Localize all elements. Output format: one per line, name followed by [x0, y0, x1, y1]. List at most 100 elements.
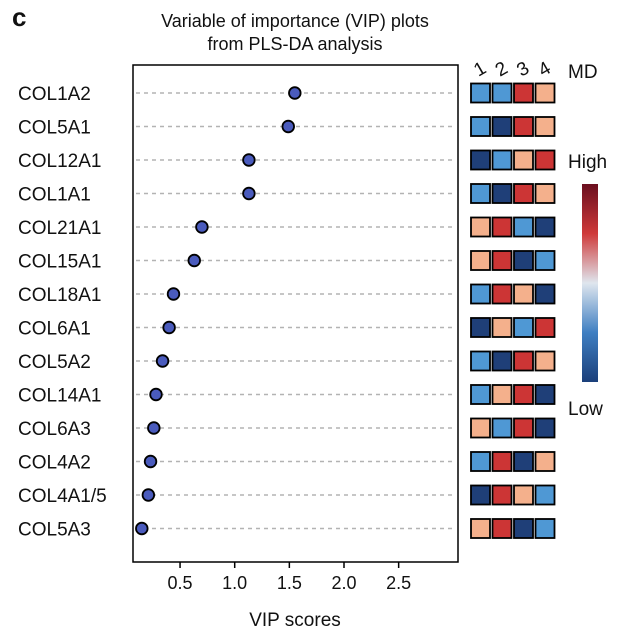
plot-frame [132, 64, 459, 563]
data-points [135, 86, 302, 536]
y-tick-label: COL4A1/5 [18, 486, 107, 507]
heatmap-cell [534, 518, 556, 539]
heatmap-cell [534, 183, 556, 204]
heatmap-cell [491, 283, 513, 305]
x-tick-label: 2.5 [386, 573, 411, 593]
heatmap-cell [470, 183, 491, 204]
data-point [143, 454, 158, 469]
data-point [242, 186, 256, 201]
heatmap-cell [534, 149, 556, 171]
heatmap-cell [513, 484, 534, 506]
colorbar-low-label: Low [568, 399, 603, 420]
heatmap-cell [491, 216, 513, 238]
x-axis: 0.5 1.0 1.5 2.0 2.5 [168, 562, 411, 593]
heatmap-cell [491, 518, 513, 539]
heatmap-cell [513, 451, 534, 472]
heatmap-cell [491, 116, 513, 137]
heatmap-cell [491, 82, 513, 104]
y-tick-label: COL15A1 [18, 252, 101, 273]
heatmap-cell [534, 116, 556, 137]
heatmap-cell [491, 417, 513, 439]
heatmap-cell [491, 250, 513, 271]
heatmap-cell [513, 250, 534, 271]
y-tick-label: COL5A3 [18, 520, 91, 541]
heatmap-cell [470, 116, 491, 137]
heatmap-cell [470, 484, 491, 506]
heatmap-cell [513, 384, 534, 405]
heatmap-cell [470, 283, 491, 305]
heatmap-cell [491, 384, 513, 405]
heatmap-cell [513, 417, 534, 439]
data-point [166, 287, 181, 301]
heatmap-column-label: 4 [535, 58, 555, 82]
heatmap-column-title: MD [568, 62, 598, 83]
heatmap-cell [513, 149, 534, 171]
heatmap-cell [470, 451, 491, 472]
data-point [195, 220, 209, 234]
y-tick-label: COL14A1 [18, 386, 101, 407]
chart-title: Variable of importance (VIP) plots [161, 11, 429, 31]
heatmap-cell [534, 350, 556, 372]
panel-label: c [12, 2, 26, 32]
heatmap-column-label: 3 [513, 58, 533, 81]
heatmap-cell [491, 350, 513, 372]
y-tick-label: COL1A2 [18, 84, 91, 105]
heatmap-cell [470, 149, 491, 171]
heatmap-cell [513, 350, 534, 372]
heatmap-column-label: 1 [470, 58, 490, 81]
heatmap-cell [534, 384, 556, 405]
heatmap-cell [491, 183, 513, 204]
heatmap-cell [470, 250, 491, 271]
heatmap-cell [491, 484, 513, 506]
x-tick-label: 2.0 [331, 573, 356, 593]
heatmap-cell [470, 82, 491, 104]
heatmap-cell [513, 116, 534, 137]
heatmap-cell [513, 82, 534, 104]
heatmap-cell [491, 149, 513, 171]
heatmap-cell [470, 317, 491, 338]
chart-subtitle: from PLS-DA analysis [207, 34, 382, 54]
y-tick-label: COL1A1 [18, 185, 91, 206]
heatmap-cell [491, 451, 513, 472]
y-tick-labels: COL1A2 COL5A1 COL12A1 COL1A1 COL21A1 COL15A1 C… [18, 84, 107, 541]
grid-lines [136, 92, 455, 530]
heatmap-cell [534, 216, 556, 238]
heatmap-cell [534, 283, 556, 305]
heatmap-cell [534, 82, 556, 104]
colorbar-high-label: High [568, 152, 607, 173]
data-point [162, 320, 176, 335]
data-point [281, 119, 295, 134]
heatmap-cell [534, 417, 556, 439]
x-tick-label: 1.5 [277, 573, 302, 593]
data-point [288, 86, 302, 100]
heatmap-column-label: 2 [492, 58, 512, 81]
heatmap-cell [513, 183, 534, 204]
heatmap-cell [534, 451, 556, 472]
data-point [155, 354, 170, 368]
data-point [135, 521, 149, 536]
data-point [242, 153, 256, 167]
y-tick-label: COL4A2 [18, 453, 91, 474]
heatmap-cell [470, 518, 491, 539]
heatmap-cell [470, 384, 491, 405]
heatmap-cell [534, 250, 556, 271]
colorbar [582, 184, 598, 382]
y-tick-label: COL5A1 [18, 118, 91, 139]
md-heatmap [470, 82, 556, 539]
y-tick-label: COL6A1 [18, 319, 91, 340]
y-tick-label: COL18A1 [18, 285, 101, 306]
y-tick-label: COL5A2 [18, 352, 91, 373]
data-point [149, 387, 163, 402]
x-axis-label: VIP scores [249, 610, 341, 631]
y-tick-label: COL21A1 [18, 218, 101, 239]
heatmap-cell [470, 216, 491, 238]
y-tick-label: COL6A3 [18, 419, 91, 440]
x-tick-label: 0.5 [168, 573, 193, 593]
heatmap-cell [513, 518, 534, 539]
heatmap-cell [513, 283, 534, 305]
heatmap-cell [513, 317, 534, 338]
heatmap-cell [513, 216, 534, 238]
heatmap-cell [534, 484, 556, 506]
